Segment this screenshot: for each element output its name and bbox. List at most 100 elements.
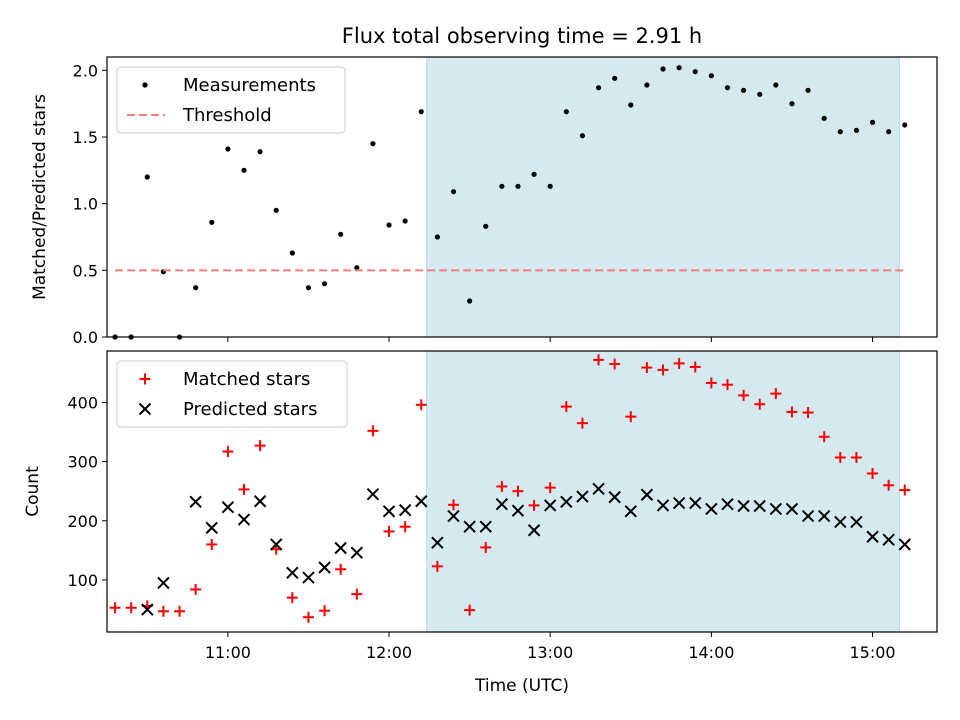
data-point bbox=[899, 484, 911, 496]
shaded-interval bbox=[426, 350, 900, 633]
data-point bbox=[144, 174, 150, 180]
data-point bbox=[305, 285, 312, 291]
data-point bbox=[302, 571, 315, 584]
data-point bbox=[366, 487, 380, 501]
data-point bbox=[241, 167, 247, 173]
data-point bbox=[882, 533, 895, 546]
data-point bbox=[576, 417, 588, 429]
shaded-interval bbox=[426, 56, 900, 338]
data-point bbox=[206, 538, 218, 550]
data-point bbox=[402, 218, 408, 224]
data-point bbox=[270, 538, 283, 551]
data-point bbox=[483, 223, 489, 229]
data-point bbox=[785, 502, 799, 516]
data-point bbox=[708, 73, 714, 79]
data-point bbox=[383, 525, 395, 537]
legend-label: Threshold bbox=[182, 105, 272, 126]
data-point bbox=[834, 515, 847, 529]
y-tick-label: 100 bbox=[67, 571, 98, 590]
data-point bbox=[850, 515, 863, 529]
data-point bbox=[321, 281, 328, 287]
data-point bbox=[705, 377, 717, 389]
data-point bbox=[660, 66, 666, 72]
data-point bbox=[724, 85, 731, 91]
legend-box bbox=[116, 66, 346, 134]
data-point bbox=[579, 133, 586, 139]
data-point bbox=[624, 505, 637, 518]
y-tick-label: 1.0 bbox=[73, 195, 98, 214]
data-point bbox=[770, 388, 782, 400]
x-tick-label: 12:00 bbox=[366, 643, 412, 662]
data-point bbox=[495, 498, 509, 511]
data-point bbox=[754, 398, 766, 410]
data-point bbox=[850, 451, 862, 463]
y-tick-label: 400 bbox=[67, 393, 98, 412]
data-point bbox=[595, 85, 602, 91]
data-point bbox=[609, 358, 621, 370]
data-point bbox=[496, 480, 508, 492]
chart-title: Flux total observing time = 2.91 h bbox=[342, 24, 702, 48]
series-matched-stars bbox=[109, 354, 911, 623]
data-point bbox=[801, 509, 815, 523]
data-point bbox=[531, 171, 537, 177]
legend-label: Predicted stars bbox=[183, 399, 317, 420]
data-point bbox=[592, 482, 605, 496]
legend-box bbox=[116, 360, 348, 428]
data-point bbox=[431, 536, 444, 549]
data-point bbox=[209, 219, 215, 225]
data-point bbox=[335, 563, 347, 575]
data-point bbox=[109, 602, 121, 614]
data-point bbox=[431, 560, 443, 572]
legend-swatch bbox=[139, 373, 151, 385]
data-point bbox=[512, 485, 524, 497]
data-point bbox=[318, 561, 331, 574]
data-point bbox=[560, 495, 573, 509]
data-point bbox=[657, 364, 669, 376]
plot-frame bbox=[106, 56, 938, 338]
data-point bbox=[515, 183, 521, 189]
data-point bbox=[560, 401, 572, 413]
data-point bbox=[398, 503, 412, 517]
data-point bbox=[753, 499, 766, 513]
data-point bbox=[125, 602, 137, 614]
plot-frame bbox=[106, 350, 938, 633]
data-point bbox=[721, 379, 733, 391]
panel-top: Matched/Predicted stars 0.0 0.5 1.0 1.5 2.0 Me… bbox=[30, 56, 938, 347]
data-point bbox=[563, 109, 569, 115]
data-point bbox=[354, 265, 360, 271]
series-measurements bbox=[112, 65, 908, 340]
x-tick-label: 15:00 bbox=[849, 643, 895, 662]
data-point bbox=[286, 592, 298, 604]
y-tick-label: 200 bbox=[67, 512, 98, 531]
data-point bbox=[738, 389, 750, 401]
data-point bbox=[338, 231, 344, 237]
data-point bbox=[273, 207, 279, 213]
data-point bbox=[821, 115, 827, 121]
data-point bbox=[608, 490, 621, 504]
legend-swatch bbox=[138, 402, 152, 416]
data-point bbox=[656, 499, 670, 512]
data-point bbox=[817, 509, 831, 523]
legend-label: Measurements bbox=[183, 75, 316, 96]
data-point bbox=[257, 149, 263, 155]
data-point bbox=[773, 82, 779, 88]
data-point bbox=[625, 411, 637, 423]
x-tick-label: 14:00 bbox=[688, 643, 734, 662]
data-point bbox=[448, 499, 460, 511]
data-point bbox=[367, 425, 379, 437]
data-point bbox=[193, 285, 199, 291]
legend-swatch bbox=[142, 82, 148, 88]
data-point bbox=[382, 505, 396, 518]
data-point bbox=[157, 576, 170, 590]
data-point bbox=[467, 298, 473, 304]
data-point bbox=[386, 222, 392, 228]
data-point bbox=[673, 357, 685, 369]
data-point bbox=[769, 502, 783, 516]
data-point bbox=[689, 496, 702, 510]
data-point bbox=[254, 440, 266, 452]
data-point bbox=[737, 499, 750, 513]
data-point bbox=[480, 541, 492, 553]
data-point bbox=[628, 102, 634, 108]
data-point bbox=[689, 361, 701, 373]
